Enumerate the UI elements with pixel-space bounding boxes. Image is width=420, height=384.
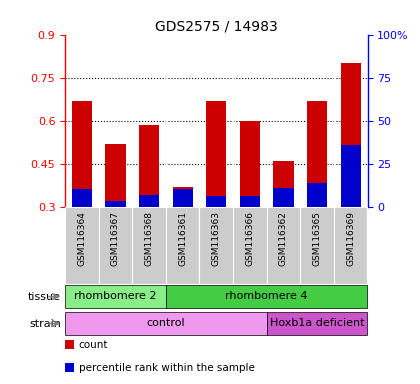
Bar	[267, 207, 300, 284]
Bar	[307, 101, 327, 207]
Text: GSM116365: GSM116365	[312, 211, 322, 266]
Bar	[65, 312, 267, 335]
Bar	[173, 189, 193, 207]
Text: GSM116366: GSM116366	[245, 211, 255, 266]
Bar	[139, 195, 159, 207]
Bar	[166, 207, 200, 284]
Text: percentile rank within the sample: percentile rank within the sample	[79, 363, 255, 373]
Bar	[132, 207, 166, 284]
Text: GSM116363: GSM116363	[212, 211, 221, 266]
Bar	[72, 189, 92, 207]
Bar	[65, 207, 99, 284]
Bar	[139, 125, 159, 207]
Bar	[273, 161, 294, 207]
Bar	[341, 63, 361, 207]
Text: GSM116367: GSM116367	[111, 211, 120, 266]
Bar	[65, 285, 166, 308]
Bar	[273, 188, 294, 207]
Bar	[334, 207, 368, 284]
Text: GSM116362: GSM116362	[279, 211, 288, 266]
Bar	[166, 285, 368, 308]
Bar	[341, 145, 361, 207]
Bar	[307, 184, 327, 207]
Text: GSM116361: GSM116361	[178, 211, 187, 266]
Bar	[206, 196, 226, 207]
Text: count: count	[79, 340, 108, 350]
Bar	[206, 101, 226, 207]
Bar	[99, 207, 132, 284]
Bar	[240, 121, 260, 207]
Bar	[105, 201, 126, 207]
Bar	[267, 312, 368, 335]
Bar	[200, 207, 233, 284]
Bar	[300, 207, 334, 284]
Text: strain: strain	[29, 318, 61, 329]
Text: GSM116364: GSM116364	[77, 211, 87, 266]
Title: GDS2575 / 14983: GDS2575 / 14983	[155, 20, 278, 33]
Text: tissue: tissue	[28, 291, 61, 302]
Bar	[240, 197, 260, 207]
Bar	[72, 101, 92, 207]
Text: GSM116368: GSM116368	[144, 211, 154, 266]
Text: Hoxb1a deficient: Hoxb1a deficient	[270, 318, 365, 328]
Text: GSM116369: GSM116369	[346, 211, 355, 266]
Bar	[233, 207, 267, 284]
Text: rhombomere 2: rhombomere 2	[74, 291, 157, 301]
Bar	[173, 187, 193, 207]
Bar	[105, 144, 126, 207]
Text: rhombomere 4: rhombomere 4	[226, 291, 308, 301]
Text: control: control	[147, 318, 185, 328]
